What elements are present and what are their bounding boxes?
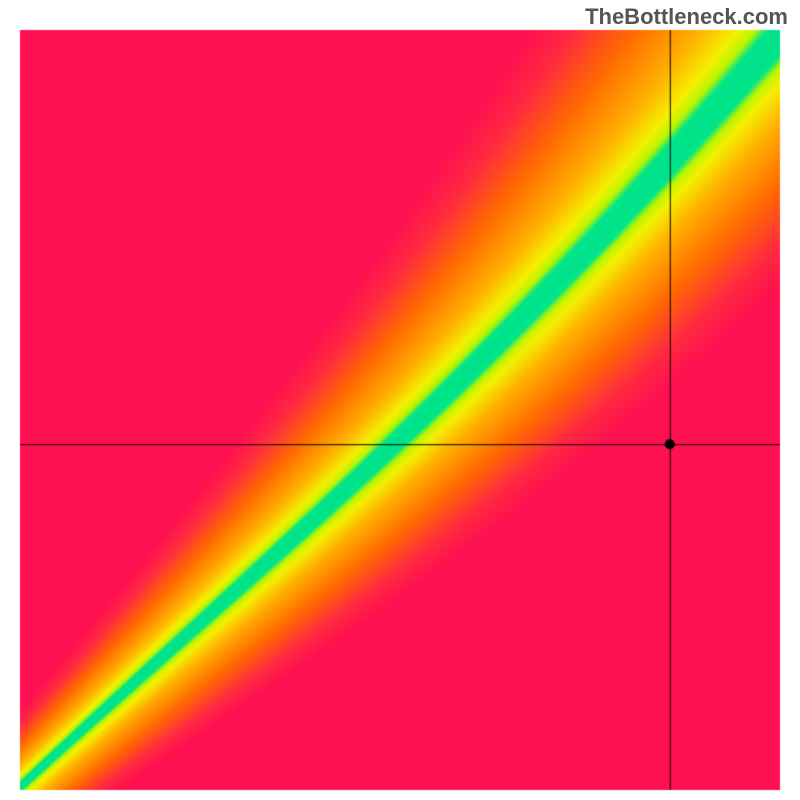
attribution-text: TheBottleneck.com [585,4,788,30]
bottleneck-heatmap [0,0,800,800]
chart-container: TheBottleneck.com [0,0,800,800]
